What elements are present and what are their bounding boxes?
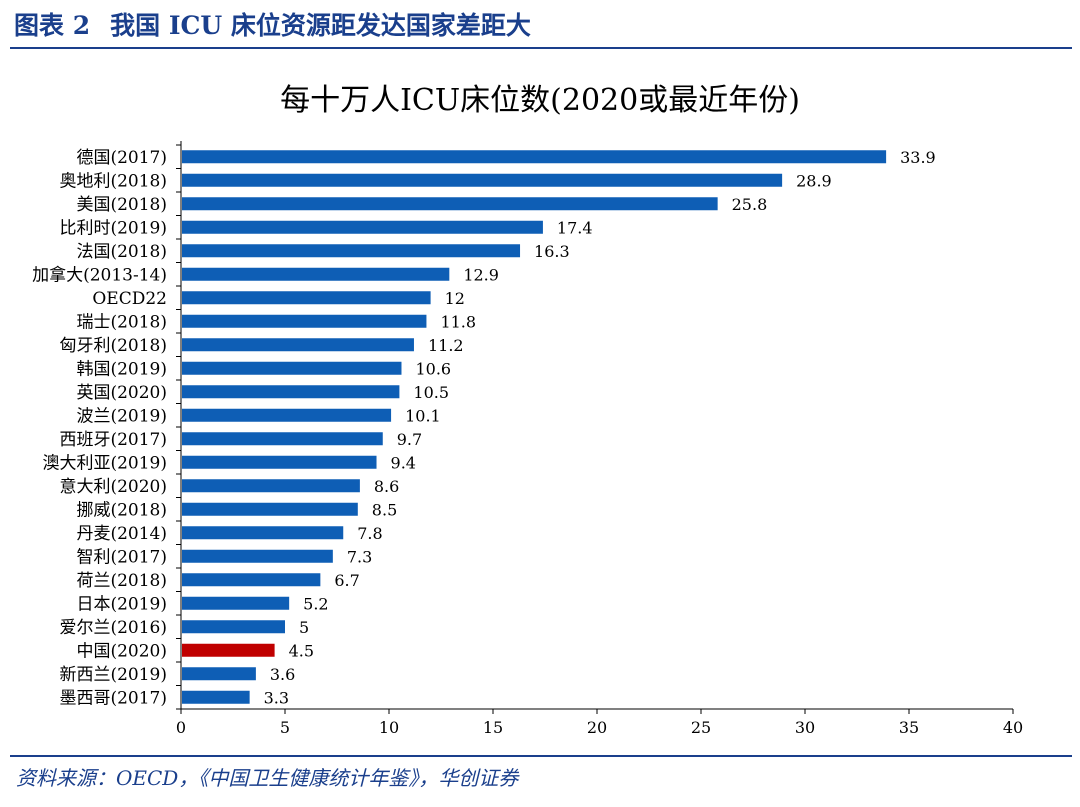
value-label: 8.6 xyxy=(374,477,399,496)
category-label: 日本(2019) xyxy=(76,594,167,614)
category-label: 新西兰(2019) xyxy=(59,665,167,685)
category-label: 爱尔兰(2016) xyxy=(59,618,167,638)
value-label: 9.4 xyxy=(391,453,416,472)
x-tick-label: 0 xyxy=(176,718,186,737)
value-label: 10.6 xyxy=(415,359,451,378)
figure-caption: 我国 ICU 床位资源距发达国家差距大 xyxy=(110,11,531,40)
value-label: 6.7 xyxy=(334,571,359,590)
category-label: 奥地利(2018) xyxy=(59,171,167,191)
category-label: 美国(2018) xyxy=(76,195,167,215)
figure-header: 图表 2 我国 ICU 床位资源距发达国家差距大 xyxy=(14,6,551,40)
value-label: 28.9 xyxy=(796,171,832,190)
bar xyxy=(182,479,360,493)
category-label: 智利(2017) xyxy=(76,547,167,567)
bar xyxy=(182,220,543,234)
category-label: 德国(2017) xyxy=(76,148,167,168)
category-label: 荷兰(2018) xyxy=(76,571,167,591)
bar xyxy=(182,173,783,187)
source-note: 资料来源：OECD，《中国卫生健康统计年鉴》，华创证券 xyxy=(16,766,519,790)
bar-chart: 每十万人ICU床位数(2020或最近年份) 0 5 10 15 20 25 30 35 40 德国(… xyxy=(32,83,1023,737)
bar xyxy=(182,573,321,587)
bar xyxy=(182,408,392,422)
category-label: 比利时(2019) xyxy=(59,218,167,238)
bar xyxy=(182,314,427,328)
value-label: 17.4 xyxy=(557,218,593,237)
bar xyxy=(182,150,887,164)
value-label: 10.5 xyxy=(413,383,449,402)
category-label: 丹麦(2014) xyxy=(76,524,167,544)
x-tick-label: 35 xyxy=(899,718,919,737)
bar xyxy=(182,197,718,211)
figure-number: 图表 2 xyxy=(14,11,91,40)
value-label: 11.8 xyxy=(440,312,476,331)
category-label: 加拿大(2013-14) xyxy=(32,264,167,285)
category-label: 韩国(2019) xyxy=(76,359,167,379)
bar xyxy=(182,667,256,681)
bar xyxy=(182,432,383,446)
bar xyxy=(182,526,344,540)
x-tick-label: 20 xyxy=(587,718,607,737)
category-label: 瑞士(2018) xyxy=(76,312,167,332)
bar xyxy=(182,620,285,634)
value-label: 8.5 xyxy=(372,500,397,519)
bar xyxy=(182,643,275,657)
bar xyxy=(182,549,333,563)
value-label: 3.3 xyxy=(264,688,289,707)
value-label: 9.7 xyxy=(397,430,422,449)
value-label: 3.6 xyxy=(270,665,295,684)
x-tick-label: 40 xyxy=(1003,718,1023,737)
bar xyxy=(182,267,450,281)
value-label: 4.5 xyxy=(289,641,314,660)
bar xyxy=(182,361,402,375)
header-rule xyxy=(10,47,1072,49)
category-label: 墨西哥(2017) xyxy=(59,688,167,708)
bar xyxy=(182,385,400,399)
x-tick-label: 10 xyxy=(379,718,399,737)
footer-rule xyxy=(10,755,1072,757)
category-label: 匈牙利(2018) xyxy=(59,336,167,356)
chart-title: 每十万人ICU床位数(2020或最近年份) xyxy=(280,83,800,118)
bar xyxy=(182,338,414,352)
category-label: 挪威(2018) xyxy=(76,500,167,520)
value-label: 25.8 xyxy=(732,195,768,214)
value-label: 12 xyxy=(445,289,465,308)
category-label: 法国(2018) xyxy=(76,242,167,262)
bar xyxy=(182,690,250,704)
category-label: 中国(2020) xyxy=(76,641,167,661)
bar xyxy=(182,596,290,610)
bar xyxy=(182,455,377,469)
value-label: 11.2 xyxy=(428,336,464,355)
bar xyxy=(182,244,521,258)
category-label: OECD22 xyxy=(92,289,167,309)
value-label: 33.9 xyxy=(900,148,936,167)
value-label: 12.9 xyxy=(463,265,499,284)
value-label: 7.8 xyxy=(357,524,382,543)
value-label: 5.2 xyxy=(303,594,328,613)
value-label: 7.3 xyxy=(347,547,372,566)
bar xyxy=(182,502,358,516)
value-label: 5 xyxy=(299,618,309,637)
bar xyxy=(182,291,431,305)
category-label: 英国(2020) xyxy=(76,383,167,403)
x-tick-label: 5 xyxy=(280,718,290,737)
category-label: 澳大利亚(2019) xyxy=(42,453,167,473)
x-tick-label: 15 xyxy=(483,718,503,737)
value-label: 10.1 xyxy=(405,406,441,425)
category-label: 意大利(2020) xyxy=(59,477,167,497)
category-label: 西班牙(2017) xyxy=(59,430,167,450)
x-tick-label: 25 xyxy=(691,718,711,737)
value-label: 16.3 xyxy=(534,242,570,261)
category-label: 波兰(2019) xyxy=(76,406,167,426)
x-tick-label: 30 xyxy=(795,718,815,737)
